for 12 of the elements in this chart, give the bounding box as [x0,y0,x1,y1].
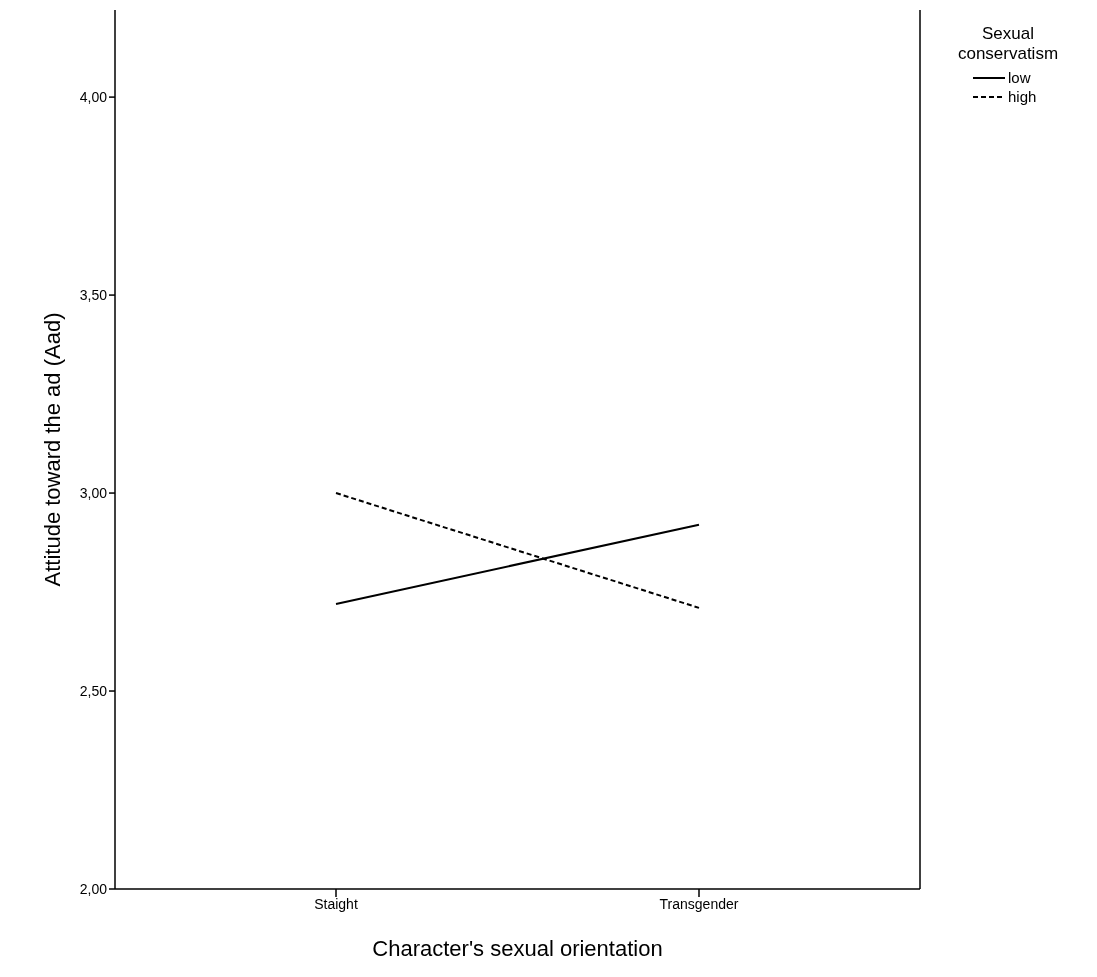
y-tick-label: 3,50 [79,287,108,304]
y-axis-title: Attitude toward the ad (Aad) [39,312,65,587]
x-axis-title: Character's sexual orientation [372,936,663,961]
y-tick-label: 2,50 [79,683,108,699]
y-tick-label: 2,00 [79,880,108,897]
legend-label: high [1008,87,1037,106]
x-tick-label: Transgender [659,895,739,912]
legend-title: Sexual conservatism [956,24,1060,64]
y-tick-label: 4,00 [79,89,108,106]
x-tick-label: Staight [314,895,358,912]
y-tick-label: 3,00 [79,485,108,502]
legend-label: low [1008,68,1031,87]
